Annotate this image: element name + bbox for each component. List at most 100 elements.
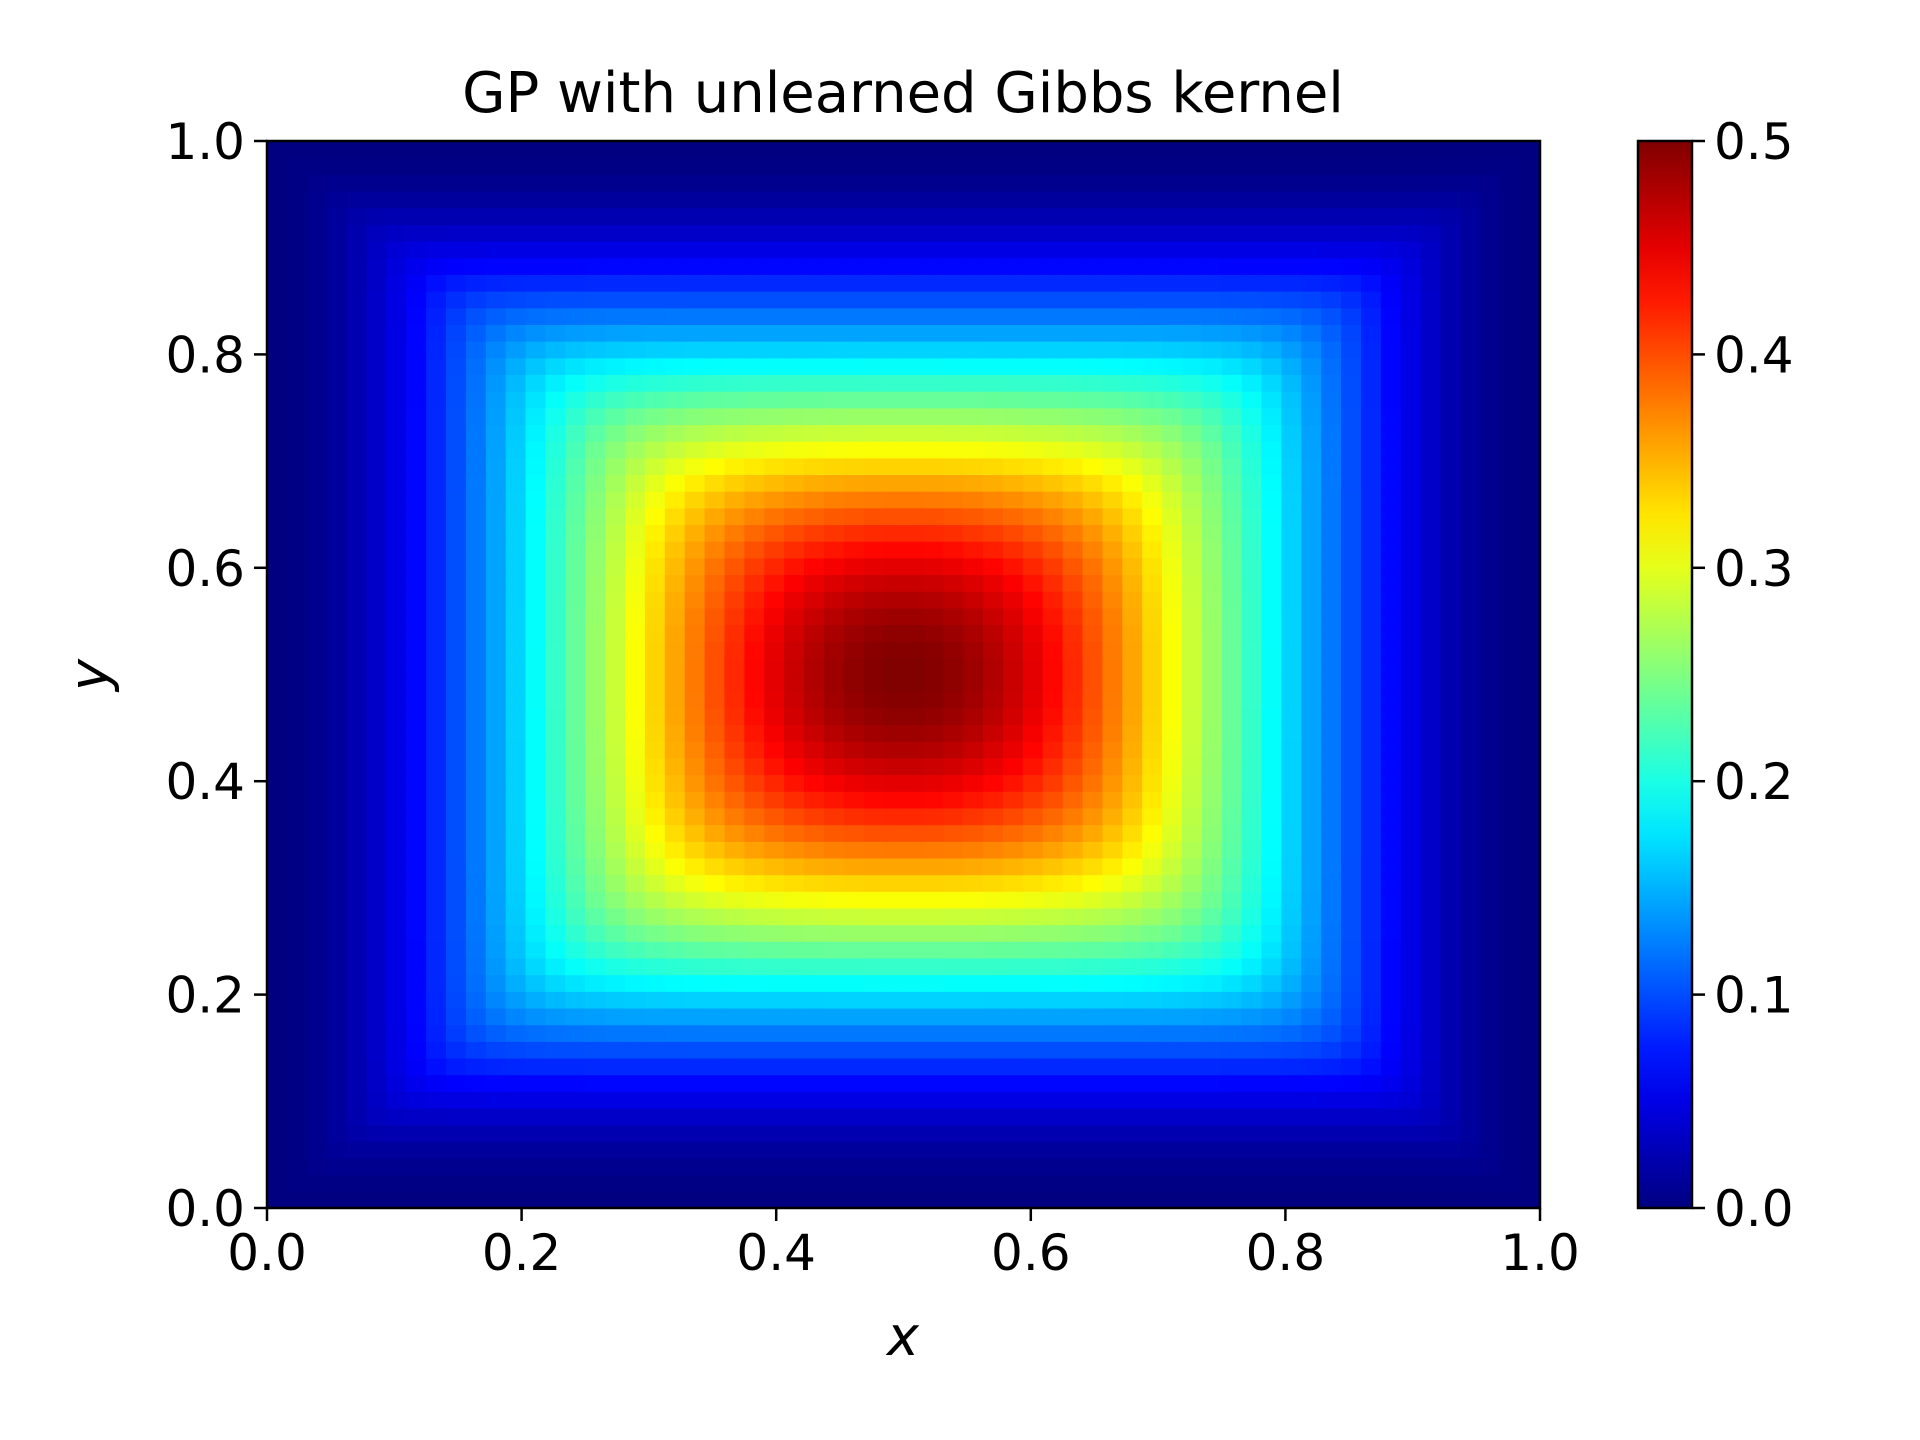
- heatmap-cell: [1042, 657, 1064, 676]
- heatmap-cell: [1102, 857, 1123, 876]
- heatmap-cell: [1440, 757, 1462, 776]
- heatmap-cell: [625, 607, 646, 626]
- heatmap-cell: [1480, 324, 1501, 342]
- heatmap-cell: [267, 707, 288, 726]
- heatmap-cell: [1241, 1191, 1263, 1209]
- heatmap-cell: [1321, 1174, 1342, 1192]
- heatmap-cell: [963, 657, 984, 676]
- heatmap-cell: [446, 924, 467, 942]
- heatmap-cell: [923, 1024, 944, 1042]
- heatmap-cell: [1122, 224, 1143, 242]
- heatmap-cell: [1520, 991, 1541, 1009]
- heatmap-cell: [326, 774, 348, 792]
- heatmap-cell: [346, 557, 368, 576]
- heatmap-cell: [1301, 307, 1322, 325]
- heatmap-cell: [923, 974, 944, 992]
- heatmap-cell: [585, 691, 606, 709]
- heatmap-cell: [565, 1157, 586, 1176]
- heatmap-cell: [823, 1157, 845, 1176]
- heatmap-cell: [983, 1041, 1004, 1059]
- heatmap-cell: [625, 807, 646, 826]
- heatmap-cell: [1062, 291, 1084, 309]
- heatmap-cell: [1122, 457, 1143, 476]
- heatmap-cell: [1022, 191, 1044, 209]
- heatmap-cell: [446, 574, 467, 592]
- heatmap-cell: [764, 791, 785, 809]
- heatmap-cell: [505, 791, 527, 809]
- heatmap-cell: [446, 1091, 467, 1109]
- heatmap-cell: [684, 441, 706, 459]
- heatmap-cell: [346, 407, 368, 426]
- heatmap-cell: [784, 841, 805, 859]
- heatmap-cell: [565, 357, 586, 375]
- heatmap-cell: [1082, 741, 1104, 759]
- heatmap-cell: [545, 574, 566, 592]
- heatmap-cell: [1241, 1074, 1263, 1092]
- heatmap-cell: [1440, 691, 1462, 709]
- heatmap-cell: [804, 241, 825, 259]
- heatmap-cell: [1142, 874, 1163, 892]
- heatmap-cell: [1142, 1007, 1163, 1026]
- heatmap-cell: [326, 824, 348, 842]
- heatmap-cell: [764, 541, 785, 559]
- heatmap-cell: [1122, 207, 1143, 225]
- heatmap-cell: [744, 441, 765, 459]
- heatmap-cell: [1102, 1007, 1123, 1026]
- heatmap-cell: [943, 641, 964, 659]
- heatmap-cell: [1022, 1074, 1044, 1092]
- heatmap-cell: [366, 1157, 387, 1176]
- heatmap-cell: [267, 641, 288, 659]
- heatmap-cell: [1360, 924, 1382, 942]
- heatmap-cell: [764, 274, 785, 292]
- heatmap-cell: [764, 591, 785, 609]
- heatmap-cell: [1181, 491, 1203, 509]
- heatmap-cell: [1062, 557, 1084, 576]
- heatmap-cell: [1062, 591, 1084, 609]
- heatmap-cell: [823, 957, 845, 976]
- heatmap-cell: [784, 474, 805, 492]
- heatmap-cell: [286, 1091, 308, 1109]
- heatmap-cell: [1102, 274, 1123, 292]
- heatmap-cell: [406, 441, 427, 459]
- heatmap-cell: [744, 824, 765, 842]
- heatmap-cell: [704, 507, 726, 526]
- heatmap-cell: [883, 957, 905, 976]
- heatmap-cell: [1321, 1074, 1342, 1092]
- heatmap-cell: [605, 507, 626, 526]
- heatmap-cell: [1221, 974, 1243, 992]
- heatmap-cell: [923, 841, 944, 859]
- heatmap-cell: [1241, 624, 1263, 642]
- heatmap-cell: [644, 1024, 666, 1042]
- heatmap-cell: [406, 241, 427, 259]
- heatmap-cell: [1122, 774, 1143, 792]
- heatmap-cell: [346, 574, 368, 592]
- heatmap-cell: [1181, 391, 1203, 409]
- heatmap-cell: [943, 857, 964, 876]
- heatmap-cell: [1460, 524, 1481, 542]
- heatmap-cell: [784, 357, 805, 375]
- heatmap-cell: [1241, 491, 1263, 509]
- heatmap-cell: [505, 674, 527, 692]
- heatmap-cell: [1281, 324, 1302, 342]
- heatmap-cell: [1042, 691, 1064, 709]
- heatmap-cell: [1201, 657, 1223, 676]
- heatmap-cell: [1261, 1074, 1283, 1092]
- heatmap-cell: [1241, 841, 1263, 859]
- heatmap-cell: [744, 274, 765, 292]
- heatmap-cell: [1002, 274, 1024, 292]
- heatmap-cell: [545, 874, 566, 892]
- heatmap-cell: [465, 1074, 487, 1092]
- heatmap-cell: [1400, 1057, 1422, 1076]
- heatmap-cell: [1102, 691, 1123, 709]
- heatmap-cell: [446, 141, 467, 159]
- heatmap-cell: [585, 424, 606, 442]
- heatmap-cell: [704, 157, 726, 175]
- heatmap-cell: [684, 857, 706, 876]
- heatmap-cell: [1480, 507, 1501, 526]
- heatmap-cell: [1181, 324, 1203, 342]
- heatmap-cell: [1261, 1107, 1283, 1126]
- heatmap-cell: [267, 1007, 288, 1026]
- heatmap-cell: [823, 307, 845, 325]
- heatmap-cell: [983, 974, 1004, 992]
- heatmap-cell: [1500, 841, 1521, 859]
